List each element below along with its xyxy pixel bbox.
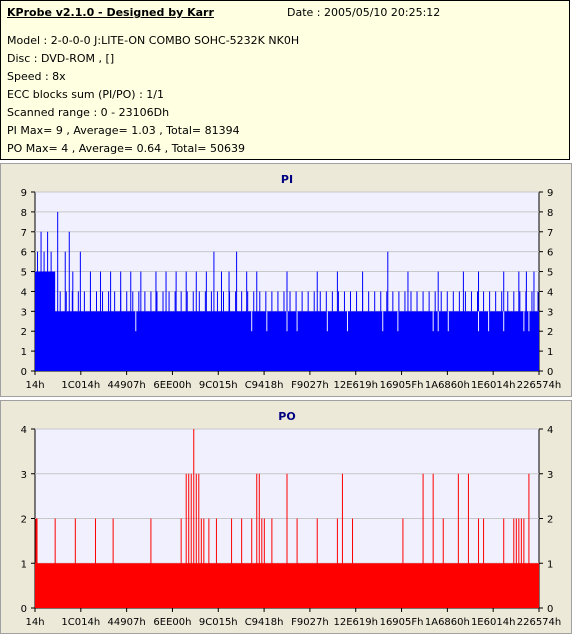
x-tick-label: C9418h [245,617,284,628]
po-chart: PO 0 0 1 1 2 2 3 3 4 4 14h 1C014h 44907h 6EE00h 9C015h C… [21,410,562,628]
x-tick-label: 226574h [517,380,562,391]
x-tick-label: C9418h [245,380,284,391]
y-tick-label: 2 [21,327,27,338]
y-tick-label: 2 [21,515,27,526]
y-tick-label: 7 [21,228,27,239]
x-tick-label: 16905Fh [380,380,424,391]
x-tick-label: 1A6860h [425,380,470,391]
y-tick-label: 8 [21,208,27,219]
x-tick-label: 12E619h [333,380,377,391]
y-tick-label: 1 [21,559,27,570]
x-tick-label: F9027h [291,380,329,391]
y-tick-label: 3 [21,307,27,318]
y-tick-label: 3 [21,470,27,481]
x-tick-label: 1E6014h [471,617,515,628]
y-tick-label-right: 7 [547,228,553,239]
y-tick-label-right: 4 [547,287,553,298]
x-tick-label: 1C014h [61,617,100,628]
y-tick-label-right: 9 [547,188,553,199]
info-ecc: ECC blocks sum (PI/PO) : 1/1 [7,88,164,101]
info-disc: Disc : DVD-ROM , [] [7,52,115,65]
info-model: Model : 2-0-0-0 J:LITE-ON COMBO SOHC-523… [7,34,300,47]
x-tick-label: 14h [25,380,44,391]
y-tick-label-right: 4 [547,425,553,436]
y-tick-label-right: 2 [547,327,553,338]
x-tick-label: 1A6860h [425,617,470,628]
y-tick-label-right: 0 [547,367,553,378]
po-chart-panel: PO 0 0 1 1 2 2 3 3 4 4 14h 1C014h 44907h 6EE00h 9C015h C… [0,400,572,634]
y-tick-label-right: 1 [547,559,553,570]
info-panel: KProbe v2.1.0 - Designed by Karr Date : … [0,0,570,160]
x-tick-label: 14h [25,617,44,628]
y-tick-label: 4 [21,425,27,436]
x-tick-label: 6EE00h [153,380,191,391]
chart-title: PO [278,410,295,423]
x-tick-label: 1C014h [61,380,100,391]
x-tick-label: 6EE00h [153,617,191,628]
x-tick-label: 16905Fh [380,617,424,628]
x-tick-label: 9C015h [199,380,238,391]
x-tick-label: 12E619h [333,617,377,628]
y-tick-label-right: 6 [547,248,553,259]
info-pi-stats: PI Max= 9 , Average= 1.03 , Total= 81394 [7,124,240,137]
y-tick-label-right: 1 [547,347,553,358]
y-tick-label: 6 [21,248,27,259]
scan-date: Date : 2005/05/10 20:25:12 [287,6,441,19]
chart-title: PI [281,173,293,186]
y-tick-label: 5 [21,268,27,279]
y-tick-label: 4 [21,287,27,298]
info-po-stats: PO Max= 4 , Average= 0.64 , Total= 50639 [7,142,245,155]
x-tick-label: 226574h [517,617,562,628]
y-tick-label: 1 [21,347,27,358]
app-title: KProbe v2.1.0 - Designed by Karr [7,6,214,19]
y-tick-label-right: 8 [547,208,553,219]
y-tick-label-right: 0 [547,604,553,615]
y-tick-label: 0 [21,604,27,615]
info-speed: Speed : 8x [7,70,66,83]
pi-chart-panel: PI 0 0 1 1 2 2 3 3 4 4 5 5 6 6 7 7 8 8 9 9 14h 1C014h 44907h 6EE… [0,163,572,397]
y-tick-label: 9 [21,188,27,199]
x-tick-label: 1E6014h [471,380,515,391]
y-tick-label: 0 [21,367,27,378]
y-tick-label-right: 3 [547,307,553,318]
info-range: Scanned range : 0 - 23106Dh [7,106,170,119]
x-tick-label: F9027h [291,617,329,628]
x-tick-label: 9C015h [199,617,238,628]
y-tick-label-right: 5 [547,268,553,279]
start-fill [35,271,56,371]
pi-chart: PI 0 0 1 1 2 2 3 3 4 4 5 5 6 6 7 7 8 8 9 9 14h 1C014h 44907h 6EE… [21,173,562,391]
y-tick-label-right: 2 [547,515,553,526]
x-tick-label: 44907h [108,617,146,628]
x-tick-label: 44907h [108,380,146,391]
y-tick-label-right: 3 [547,470,553,481]
